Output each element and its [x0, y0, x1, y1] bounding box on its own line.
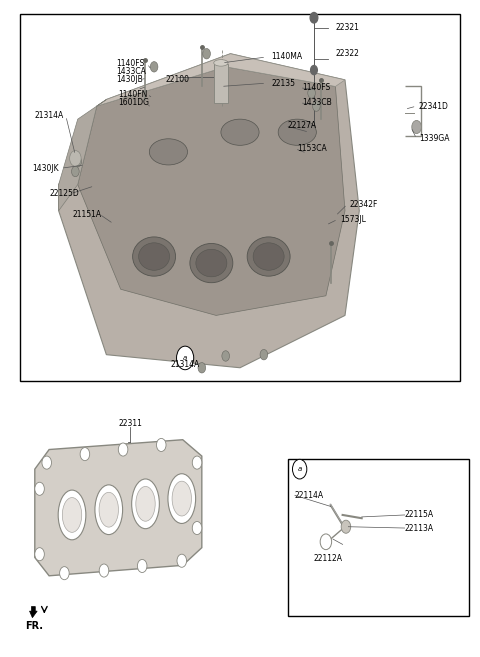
Circle shape — [80, 447, 90, 461]
Text: a: a — [298, 466, 302, 472]
Circle shape — [320, 534, 332, 550]
Circle shape — [312, 101, 320, 111]
Circle shape — [35, 548, 44, 560]
Text: 22135: 22135 — [271, 79, 295, 87]
Circle shape — [310, 12, 318, 23]
Text: 22100: 22100 — [166, 76, 190, 84]
Circle shape — [192, 456, 202, 469]
Circle shape — [260, 350, 268, 360]
Ellipse shape — [190, 244, 233, 283]
Text: 22341D: 22341D — [419, 102, 449, 110]
Bar — [21, 14, 459, 381]
Text: FR.: FR. — [25, 621, 43, 631]
Circle shape — [203, 49, 210, 59]
Ellipse shape — [58, 490, 86, 540]
Text: 22114A: 22114A — [295, 491, 324, 500]
Text: a: a — [183, 355, 187, 361]
Circle shape — [137, 560, 147, 572]
Circle shape — [42, 456, 51, 469]
Ellipse shape — [132, 479, 159, 529]
Text: 21314A: 21314A — [35, 112, 64, 120]
Ellipse shape — [221, 119, 259, 145]
Text: 22113A: 22113A — [405, 524, 434, 533]
Circle shape — [311, 66, 317, 75]
Circle shape — [74, 156, 82, 167]
Circle shape — [292, 459, 307, 479]
Bar — [214, 64, 228, 102]
Circle shape — [341, 520, 351, 533]
Ellipse shape — [132, 237, 176, 276]
Text: 1601DG: 1601DG — [118, 99, 149, 107]
Ellipse shape — [62, 497, 82, 532]
Circle shape — [177, 346, 194, 370]
Text: 1140FN: 1140FN — [118, 90, 148, 99]
Circle shape — [35, 482, 44, 495]
Text: 1573JL: 1573JL — [340, 215, 366, 224]
Text: 22322: 22322 — [336, 49, 360, 58]
Text: 1430JK: 1430JK — [33, 164, 59, 173]
Ellipse shape — [95, 485, 122, 535]
Circle shape — [150, 62, 158, 72]
Text: 22125D: 22125D — [49, 189, 79, 198]
Text: 1153CA: 1153CA — [297, 144, 327, 153]
Text: 22342F: 22342F — [350, 200, 378, 209]
Circle shape — [412, 120, 421, 133]
Circle shape — [192, 522, 202, 535]
Polygon shape — [59, 54, 360, 368]
Polygon shape — [97, 54, 345, 106]
Text: 1433CB: 1433CB — [302, 99, 332, 107]
Circle shape — [156, 438, 166, 451]
Text: 1339GA: 1339GA — [419, 134, 449, 143]
Ellipse shape — [149, 139, 188, 165]
Text: 22321: 22321 — [336, 23, 360, 32]
Circle shape — [308, 88, 315, 98]
Text: 22311: 22311 — [118, 419, 142, 428]
Ellipse shape — [139, 243, 169, 270]
Ellipse shape — [99, 492, 119, 527]
Ellipse shape — [172, 481, 192, 516]
Ellipse shape — [168, 474, 196, 524]
Text: 21314A: 21314A — [170, 360, 200, 369]
Ellipse shape — [253, 243, 284, 270]
Ellipse shape — [136, 486, 155, 521]
Circle shape — [177, 555, 187, 567]
Text: 22112A: 22112A — [314, 555, 343, 563]
Ellipse shape — [196, 250, 227, 277]
Text: 1140FS: 1140FS — [302, 83, 330, 92]
Polygon shape — [35, 440, 202, 576]
Text: 1140FS: 1140FS — [116, 59, 144, 68]
Text: 22115A: 22115A — [405, 510, 434, 520]
Polygon shape — [59, 99, 107, 211]
Circle shape — [222, 351, 229, 361]
Text: 1140MA: 1140MA — [271, 53, 302, 62]
Text: 21151A: 21151A — [73, 210, 102, 219]
Ellipse shape — [247, 237, 290, 276]
Text: 22127A: 22127A — [288, 121, 317, 130]
Polygon shape — [30, 606, 37, 618]
Circle shape — [72, 166, 79, 177]
Polygon shape — [78, 67, 345, 315]
Circle shape — [60, 566, 69, 579]
Circle shape — [70, 150, 81, 166]
Circle shape — [118, 443, 128, 456]
Ellipse shape — [214, 60, 228, 66]
Bar — [288, 459, 469, 616]
Text: 1433CA: 1433CA — [116, 67, 146, 76]
Circle shape — [99, 564, 109, 577]
Text: 1430JB: 1430JB — [116, 76, 143, 84]
Ellipse shape — [278, 119, 316, 145]
Circle shape — [198, 363, 205, 373]
